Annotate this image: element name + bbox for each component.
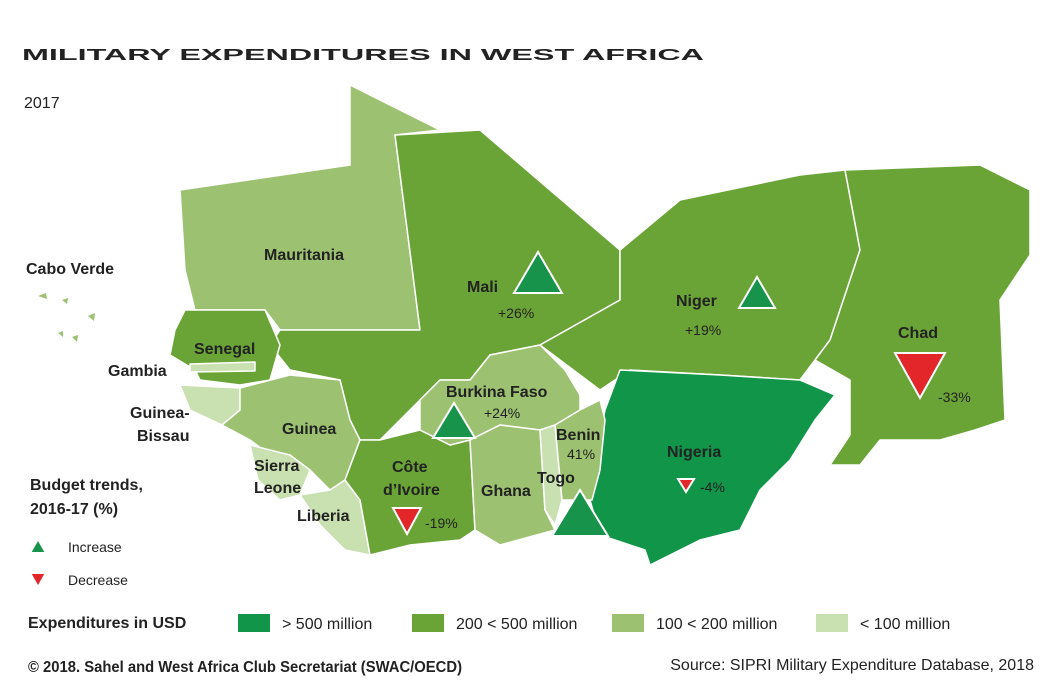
country-label: Leone: [254, 480, 301, 497]
legend-item: Decrease: [68, 572, 128, 588]
country-labels: Mauritania Mali +26% Niger +19% Chad -33…: [26, 247, 971, 531]
country-label: Sierra: [254, 458, 299, 475]
trend-label: +19%: [685, 322, 721, 338]
decrease-marker: [893, 352, 947, 401]
country-label: Côte: [392, 459, 428, 476]
legend-swatch: [412, 614, 444, 632]
nigeria: [589, 369, 836, 566]
legend-decrease-icon: [28, 572, 48, 590]
increase-marker: [737, 275, 777, 309]
trend-label: +24%: [484, 405, 520, 421]
legend-item: > 500 million: [282, 616, 372, 633]
benin: [554, 399, 606, 501]
country-label: Guinea-: [130, 405, 190, 422]
legend-increase-icon: [28, 536, 48, 554]
decrease-marker: [676, 478, 696, 494]
cabo-verde-islands: [38, 293, 95, 342]
country-label: Chad: [898, 325, 938, 342]
legend-item: 200 < 500 million: [456, 616, 577, 633]
legend-title: 2016-17 (%): [30, 501, 118, 518]
increase-marker: [512, 250, 564, 294]
country-label: Ghana: [481, 483, 531, 500]
country-label: Togo: [537, 470, 575, 487]
country-label: Guinea: [282, 421, 336, 438]
legend-swatch: [816, 614, 848, 632]
country-label: Benin: [556, 427, 600, 444]
country-label: Mali: [467, 279, 498, 296]
country-label: Nigeria: [667, 444, 721, 461]
increase-marker: [431, 401, 477, 439]
country-label: Mauritania: [264, 247, 344, 264]
source: Source: SIPRI Military Expenditure Datab…: [670, 657, 1034, 674]
expenditure-legend: Expenditures in USD > 500 million 200 < …: [28, 614, 950, 633]
trend-label: -33%: [938, 389, 971, 405]
ghana: [469, 424, 556, 546]
decrease-marker: [391, 507, 423, 537]
country-label: Niger: [676, 293, 717, 310]
subtitle: 2017: [24, 95, 60, 112]
countries: [38, 84, 1031, 566]
legend-swatch: [238, 614, 270, 632]
togo: [539, 424, 563, 526]
increase-marker: [550, 488, 610, 537]
country-label: Burkina Faso: [446, 384, 548, 401]
mauritania: [179, 84, 441, 331]
legend-swatch: [612, 614, 644, 632]
trend-label: -4%: [700, 479, 725, 495]
legend-item: Increase: [68, 539, 122, 555]
country-label: Liberia: [297, 508, 350, 525]
country-label: Bissau: [137, 428, 189, 445]
country-label: Senegal: [194, 341, 255, 358]
niger: [539, 169, 861, 391]
country-label: d’Ivoire: [383, 482, 440, 499]
gambia: [189, 361, 256, 373]
legend-title: Budget trends,: [30, 477, 143, 494]
trend-label: -19%: [425, 515, 458, 531]
legend-item: < 100 million: [860, 616, 950, 633]
trend-label: 41%: [567, 446, 595, 462]
legend-item: 100 < 200 million: [656, 616, 777, 633]
title: MILITARY EXPENDITURES IN WEST AFRICA: [22, 47, 705, 64]
trend-markers: [391, 250, 947, 537]
chad: [814, 164, 1031, 466]
country-label: Cabo Verde: [26, 261, 114, 278]
copyright: © 2018. Sahel and West Africa Club Secre…: [28, 659, 462, 676]
legend-title: Expenditures in USD: [28, 615, 186, 632]
trend-label: +26%: [498, 305, 534, 321]
budget-legend: Budget trends, 2016-17 (%) Increase Decr…: [28, 477, 143, 590]
guinea: [221, 374, 361, 491]
cote-divoire: [344, 429, 476, 556]
country-label: Gambia: [108, 363, 167, 380]
